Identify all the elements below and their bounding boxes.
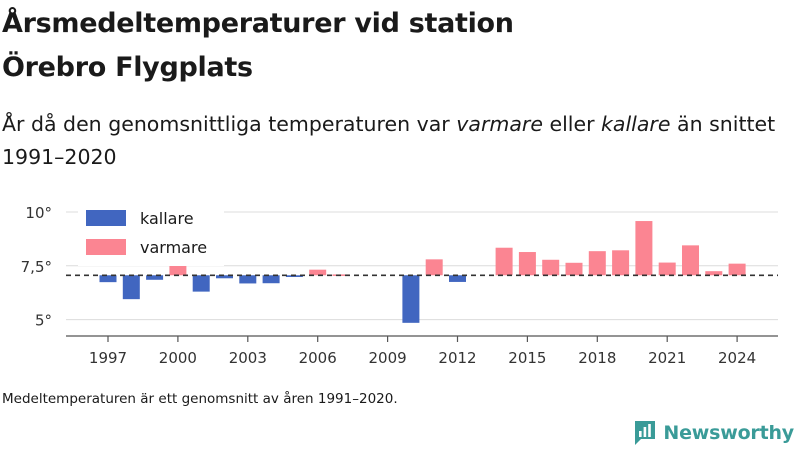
x-tick-label: 2000 (159, 349, 197, 367)
bar (239, 275, 257, 284)
subtitle-text-mid: eller (542, 112, 602, 136)
bar (682, 245, 699, 276)
x-tick-label: 2012 (438, 349, 476, 367)
chart-title-line-1: Årsmedeltemperaturer vid station (2, 8, 514, 39)
subtitle-text-post: än snittet 1991–2020 (2, 112, 776, 169)
bar (705, 271, 723, 276)
x-tick-label: 2024 (718, 349, 756, 367)
bar (402, 275, 420, 323)
legend-label: varmare (140, 238, 207, 257)
brand-name: Newsworthy (663, 422, 794, 444)
bar (635, 221, 653, 276)
y-tick-label: 10° (25, 204, 52, 222)
chart-title: Årsmedeltemperaturer vid station Örebro … (2, 2, 782, 90)
y-tick-label: 7,5° (21, 258, 52, 276)
bar (146, 275, 164, 280)
subtitle-cold-word: kallare (601, 112, 671, 136)
legend-label: kallare (140, 209, 194, 228)
bar (425, 259, 443, 276)
x-tick-label: 2003 (229, 349, 267, 367)
subtitle-text-pre: År då den genomsnittliga temperaturen va… (2, 112, 457, 136)
bar (728, 263, 746, 276)
x-tick-label: 2015 (508, 349, 546, 367)
bar (309, 269, 327, 276)
footnote: Medeltemperaturen är ett genomsnitt av å… (2, 391, 398, 407)
subtitle-warm-word: varmare (456, 112, 543, 136)
bar (169, 263, 187, 276)
bar (495, 247, 513, 276)
newsworthy-icon (635, 421, 656, 445)
x-tick-label: 2006 (299, 349, 337, 367)
bar (192, 275, 210, 292)
bar (518, 252, 536, 276)
x-tick-label: 2018 (578, 349, 616, 367)
x-tick-label: 2009 (369, 349, 407, 367)
bar (588, 251, 606, 276)
bar (122, 275, 140, 300)
bar (612, 250, 630, 276)
y-tick-label: 5° (35, 312, 52, 330)
chart-title-line-2: Örebro Flygplats (2, 52, 253, 83)
legend-swatch (86, 210, 126, 226)
bar (449, 275, 466, 282)
bar (542, 259, 560, 276)
bar (565, 262, 583, 276)
bar (658, 262, 676, 276)
x-tick-label: 1997 (89, 349, 127, 367)
temperature-bar-chart: 5° 7,5° 10° 1997 2000 2003 2006 2009 2012 2015 201… (21, 204, 778, 367)
bar (99, 275, 117, 283)
bar (262, 275, 280, 284)
bar (216, 275, 233, 279)
bar (285, 275, 303, 277)
x-tick-label: 2021 (648, 349, 686, 367)
chart-subtitle: År då den genomsnittliga temperaturen va… (2, 108, 782, 174)
legend-swatch (86, 239, 126, 255)
newsworthy-logo: Newsworthy (633, 418, 794, 448)
